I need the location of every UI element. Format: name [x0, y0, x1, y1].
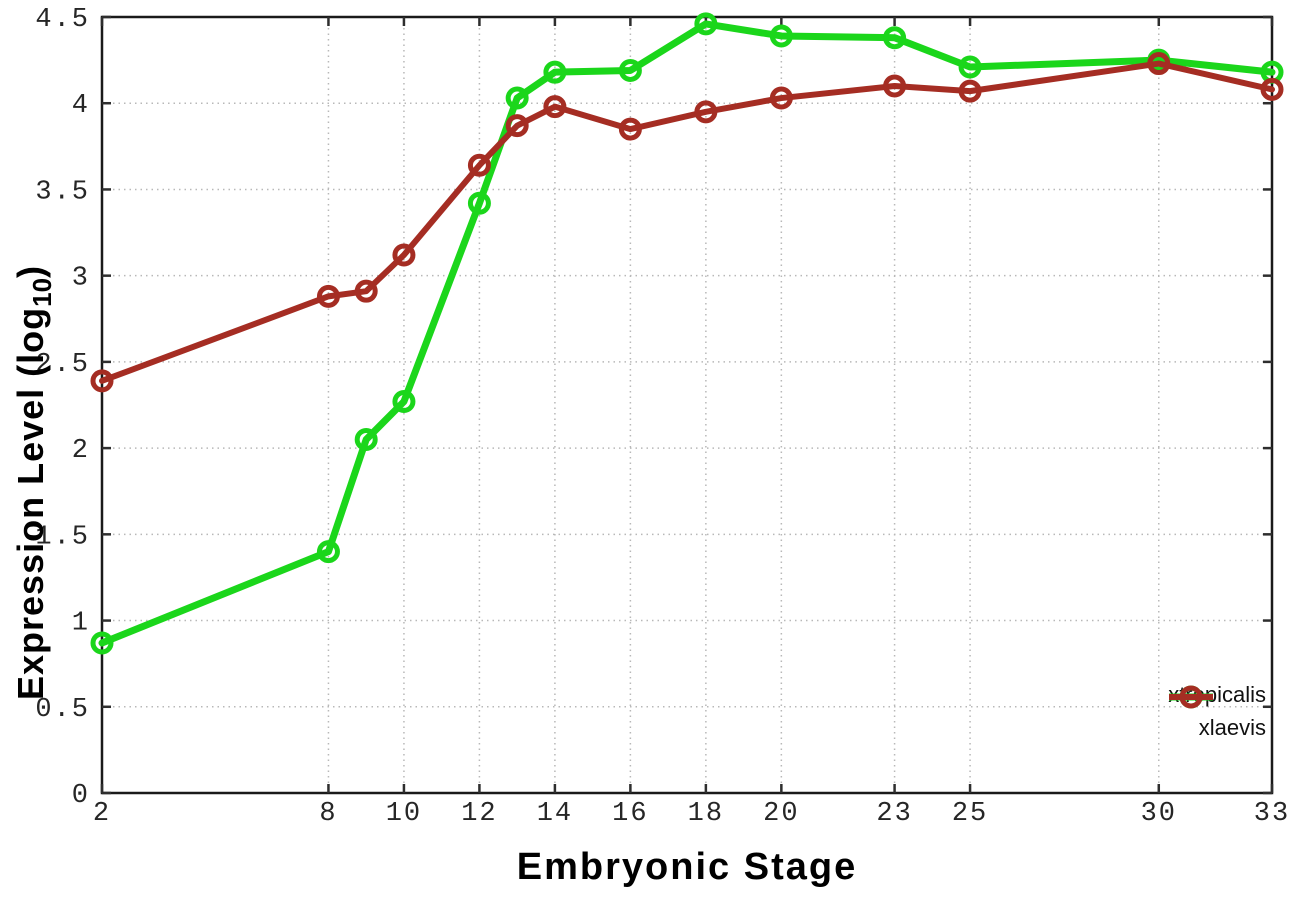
series-line-xlaevis: [99, 60, 1275, 384]
data-point-marker-xlaevis: [354, 279, 378, 303]
x-tick-label: 2: [93, 799, 111, 829]
y-tick-label: 2: [72, 436, 90, 466]
plot-border: [100, 15, 1274, 795]
legend-marker-sample: [1179, 685, 1203, 709]
data-point-marker-xlaevis: [958, 79, 982, 103]
data-point-marker-xlaevis: [694, 100, 718, 124]
data-point-marker-xlaevis: [543, 95, 567, 119]
data-point-marker-xlaevis: [769, 86, 793, 110]
data-point-marker-xlaevis: [90, 369, 114, 393]
x-tick-label: 33: [1254, 799, 1290, 829]
y-tick-label: 3.5: [35, 177, 90, 207]
data-point-marker-xlaevis: [316, 284, 340, 308]
data-point-marker-xlaevis: [467, 153, 491, 177]
y-tick-label: 0.5: [35, 695, 90, 725]
legend: xtropicalis xlaevis: [1168, 682, 1266, 740]
y-axis-title-subscript: 10: [27, 277, 57, 307]
data-point-marker-xtropicalis: [883, 26, 907, 50]
data-point-marker-xlaevis: [1147, 52, 1171, 76]
y-tick-label: 1: [72, 609, 90, 639]
data-point-marker-xtropicalis: [354, 427, 378, 451]
legend-label-xlaevis: xlaevis: [1198, 715, 1266, 740]
x-tick-label: 20: [763, 799, 799, 829]
data-point-marker-xlaevis: [618, 117, 642, 141]
data-point-marker-xlaevis: [1260, 77, 1284, 101]
y-axis-title-text: Expression Level (log: [10, 306, 51, 700]
y-tick-label: 0: [72, 781, 90, 811]
x-tick-label: 8: [319, 799, 337, 829]
data-point-marker-xtropicalis: [505, 86, 529, 110]
data-point-marker-xtropicalis: [90, 631, 114, 655]
x-tick-label: 14: [537, 799, 573, 829]
y-tick-label: 4.5: [35, 5, 90, 35]
x-tick-label: 16: [612, 799, 648, 829]
data-point-marker-xlaevis: [392, 243, 416, 267]
y-tick-label: 3: [72, 264, 90, 294]
y-axis-title-close: ): [10, 264, 51, 278]
x-tick-label: 25: [952, 799, 988, 829]
data-point-marker-xtropicalis: [467, 191, 491, 215]
x-tick-label: 18: [688, 799, 724, 829]
data-point-marker-xtropicalis: [618, 58, 642, 82]
y-axis-title: Expression Level (log10): [10, 265, 58, 700]
y-tick-label: 2.5: [35, 350, 90, 380]
y-tick-label: 4: [72, 91, 90, 121]
data-point-marker-xtropicalis: [694, 12, 718, 36]
data-point-marker-xtropicalis: [769, 24, 793, 48]
legend-item-xlaevis: xlaevis: [1169, 685, 1266, 740]
y-tick-label: 1.5: [35, 522, 90, 552]
data-point-marker-xlaevis: [505, 114, 529, 138]
data-point-marker-xtropicalis: [392, 390, 416, 414]
x-tick-label: 12: [461, 799, 497, 829]
x-axis-title: Embryonic Stage: [516, 846, 858, 888]
data-point-marker-xlaevis: [883, 74, 907, 98]
legend-swatch-xlaevis: [1169, 685, 1214, 709]
data-point-marker-xtropicalis: [543, 60, 567, 84]
data-point-marker-xtropicalis: [958, 55, 982, 79]
x-tick-label: 30: [1141, 799, 1177, 829]
x-tick-label: 23: [876, 799, 912, 829]
x-tick-label: 10: [386, 799, 422, 829]
data-point-marker-xtropicalis: [316, 540, 340, 564]
